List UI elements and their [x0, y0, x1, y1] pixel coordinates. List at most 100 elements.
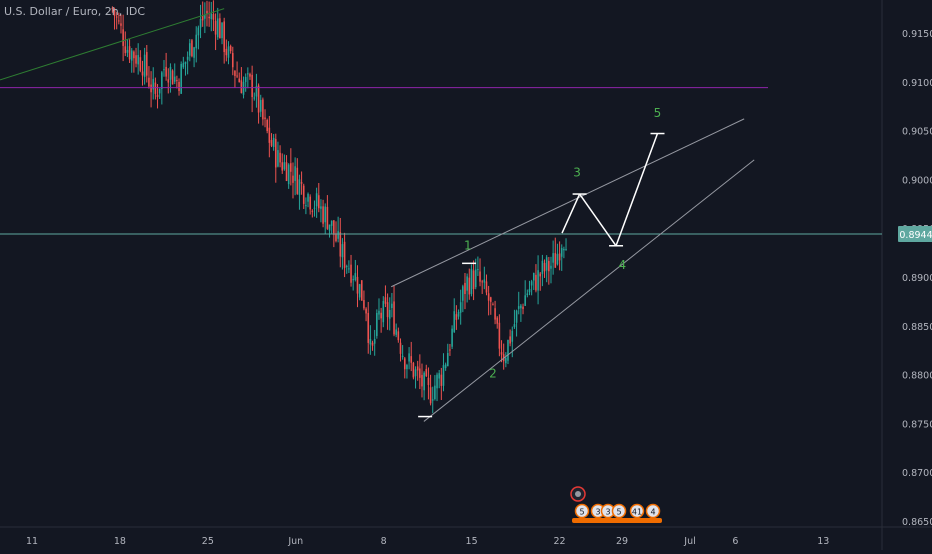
wave-projection-1[interactable] — [561, 193, 581, 234]
candle-body — [416, 366, 419, 371]
candle-body — [496, 317, 499, 324]
candle-body — [296, 167, 299, 194]
x-tick-label: Jul — [683, 536, 695, 547]
candle-body — [219, 18, 221, 39]
event-marker[interactable] — [645, 503, 661, 519]
y-tick-label: 0.8650 — [902, 517, 932, 528]
candle-body — [281, 162, 284, 171]
candle-body — [500, 352, 503, 355]
x-tick-label: Jun — [287, 536, 303, 547]
candle-body — [423, 372, 425, 391]
candle-body — [391, 303, 393, 309]
candle-body — [485, 281, 488, 293]
candle-body — [457, 312, 460, 317]
candle-body — [552, 253, 554, 263]
candle-body — [298, 179, 301, 195]
event-marker[interactable] — [629, 503, 645, 519]
lower-channel-line[interactable] — [423, 159, 755, 422]
candle-body — [505, 357, 507, 364]
y-tick-label: 0.9100 — [902, 78, 932, 89]
event-marker-count: 3 — [605, 508, 610, 517]
candle-body — [115, 16, 118, 18]
wave-projection-3[interactable] — [615, 133, 659, 247]
candle-body — [283, 162, 286, 170]
candle-body — [524, 295, 526, 306]
candle-body — [537, 270, 539, 291]
candle-body — [257, 85, 260, 113]
candle-body — [253, 97, 256, 99]
green-trend-line[interactable] — [0, 8, 225, 81]
candle-body — [397, 331, 400, 341]
candle-body — [199, 18, 202, 28]
event-marker-count: 3 — [595, 508, 600, 517]
candle-body — [466, 276, 468, 291]
candle-body — [528, 288, 531, 293]
candle-body — [532, 272, 535, 281]
candle-body — [292, 175, 294, 183]
candle-body — [214, 20, 217, 35]
upper-channel-line[interactable] — [391, 118, 745, 288]
candle-body — [434, 385, 436, 400]
candle-body — [158, 88, 161, 94]
event-marker[interactable] — [574, 503, 590, 519]
candle-body — [339, 232, 342, 257]
candle-body — [216, 18, 219, 38]
candle-body — [356, 276, 359, 294]
candle-body — [287, 164, 290, 185]
candle-body — [363, 300, 365, 309]
candle-body — [324, 206, 327, 223]
candle-body — [124, 46, 127, 54]
y-tick-label: 0.8750 — [902, 419, 932, 430]
wave-projection-2[interactable] — [579, 193, 617, 247]
candle-body — [274, 139, 277, 168]
candle-body — [373, 339, 376, 344]
candle-body — [126, 49, 129, 53]
candle-body — [229, 45, 232, 52]
candle-body — [436, 374, 438, 389]
candle-body — [371, 342, 374, 346]
wave-label-3: 3 — [573, 165, 581, 179]
candle-body — [451, 328, 453, 347]
candle-body — [141, 71, 144, 76]
candle-body — [440, 374, 443, 386]
candle-body — [530, 281, 533, 286]
candle-body — [474, 269, 477, 288]
candle-body — [365, 308, 367, 314]
candle-body — [543, 262, 546, 272]
y-tick-label: 0.9000 — [902, 175, 932, 186]
candle-body — [197, 27, 200, 36]
y-tick-label: 0.8900 — [902, 273, 932, 284]
x-tick-label: 22 — [553, 536, 565, 547]
candle-body — [548, 261, 550, 272]
candle-body — [520, 305, 522, 309]
candle-body — [509, 336, 511, 344]
x-tick-label: 8 — [381, 536, 387, 547]
candle-body — [150, 84, 152, 93]
candle-body — [492, 304, 494, 306]
candle-body — [264, 117, 266, 120]
x-tick-label: 29 — [616, 536, 628, 547]
event-marker[interactable] — [611, 503, 627, 519]
candle-body — [406, 365, 408, 370]
candle-body — [309, 196, 311, 210]
y-tick-label: 0.8700 — [902, 468, 932, 479]
candle-body — [193, 47, 195, 58]
candle-body — [468, 277, 471, 295]
candle-body — [513, 324, 516, 328]
candle-body — [210, 13, 213, 20]
y-tick-label: 0.9050 — [902, 127, 932, 138]
tick-marks — [418, 132, 665, 418]
candle-body — [272, 137, 275, 147]
candle-body — [277, 150, 279, 167]
candle-body — [311, 210, 314, 212]
candle-body — [294, 166, 296, 181]
candle-body — [438, 373, 440, 379]
event-marker-strip — [572, 518, 662, 523]
candle-body — [247, 73, 249, 75]
candle-body — [128, 46, 131, 60]
event-marker-icon — [575, 491, 581, 497]
candle-body — [113, 8, 116, 16]
candle-body — [386, 302, 389, 318]
